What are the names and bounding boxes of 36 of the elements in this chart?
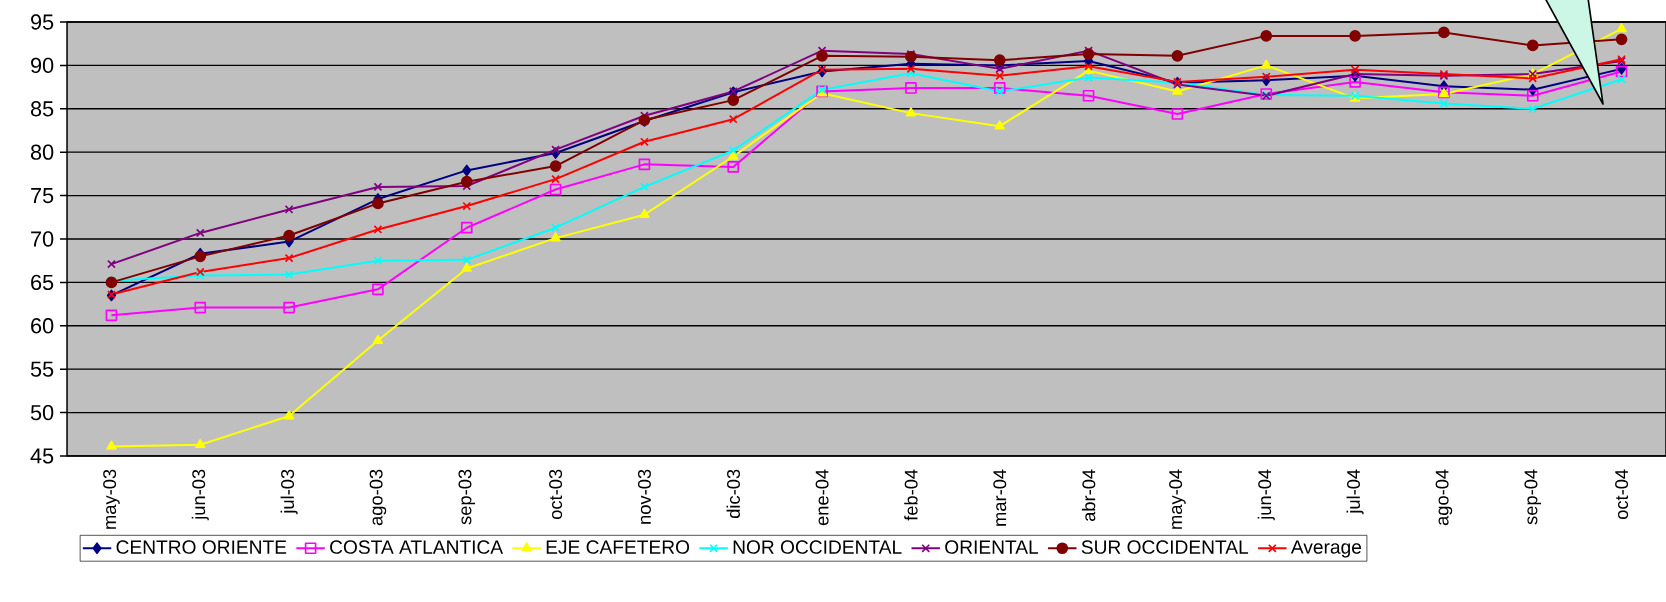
y-tick-label: 45 — [30, 448, 54, 464]
legend-label: CENTRO ORIENTE — [116, 540, 287, 554]
x-tick-label: ago-04 — [1435, 469, 1453, 526]
x-tick-label: jun-03 — [191, 469, 209, 521]
x-tick-label: ene-04 — [815, 469, 829, 526]
x-tick-label: jun-04 — [1257, 469, 1275, 521]
x-tick-label: sep-03 — [458, 469, 476, 525]
x-tick-label: sep-04 — [1524, 469, 1542, 525]
legend-label: ORIENTAL — [945, 540, 1039, 554]
legend-label: SUR OCCIDENTAL — [1081, 540, 1249, 554]
y-tick-label: 50 — [30, 404, 54, 421]
x-tick-label: feb-04 — [904, 469, 918, 521]
y-tick-label: 60 — [31, 318, 54, 334]
x-tick-label: may-03 — [103, 469, 120, 529]
x-tick-label: jul-03 — [280, 469, 298, 515]
y-tick-label: 80 — [30, 144, 54, 160]
y-tick-label: 70 — [31, 231, 54, 247]
y-tick-label: 55 — [30, 361, 54, 377]
y-tick-label: 65 — [31, 274, 54, 291]
y-tick-label: 85 — [30, 101, 54, 117]
y-tick-label: 95 — [31, 14, 54, 30]
x-tick-label: jul-04 — [1346, 469, 1364, 515]
x-tick-label: oct-03 — [549, 469, 563, 520]
x-tick-label: ago-03 — [369, 469, 387, 526]
x-tick-label: nov-03 — [637, 469, 651, 524]
x-tick-label: dic-03 — [726, 469, 740, 519]
legend-label: COSTA ATLANTICA — [330, 540, 504, 554]
x-tick-label: abr-04 — [1081, 469, 1096, 522]
x-tick-label: oct-04 — [1615, 469, 1629, 520]
legend-label: NOR OCCIDENTAL — [733, 540, 902, 554]
legend-label: EJE CAFETERO — [546, 540, 690, 554]
y-tick-label: 90 — [31, 57, 54, 74]
y-tick-label: 75 — [31, 188, 54, 204]
legend-label: Average — [1290, 540, 1362, 558]
x-tick-label: may-04 — [1169, 469, 1186, 529]
x-tick-label: mar-04 — [993, 469, 1007, 526]
